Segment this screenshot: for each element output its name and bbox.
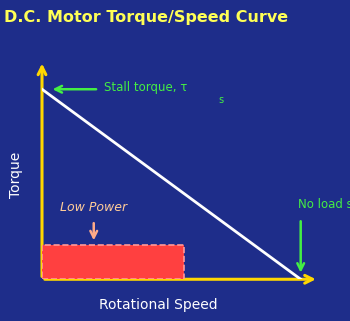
Text: Rotational Speed: Rotational Speed [99, 298, 218, 312]
Text: Stall torque, τ: Stall torque, τ [104, 81, 188, 94]
Text: Torque: Torque [9, 152, 23, 198]
Bar [42, 245, 184, 279]
Text: Low Power: Low Power [60, 201, 127, 213]
Text: No load speed, ω: No load speed, ω [298, 198, 350, 211]
Text: D.C. Motor Torque/Speed Curve: D.C. Motor Torque/Speed Curve [4, 10, 288, 25]
Text: s: s [218, 95, 223, 105]
